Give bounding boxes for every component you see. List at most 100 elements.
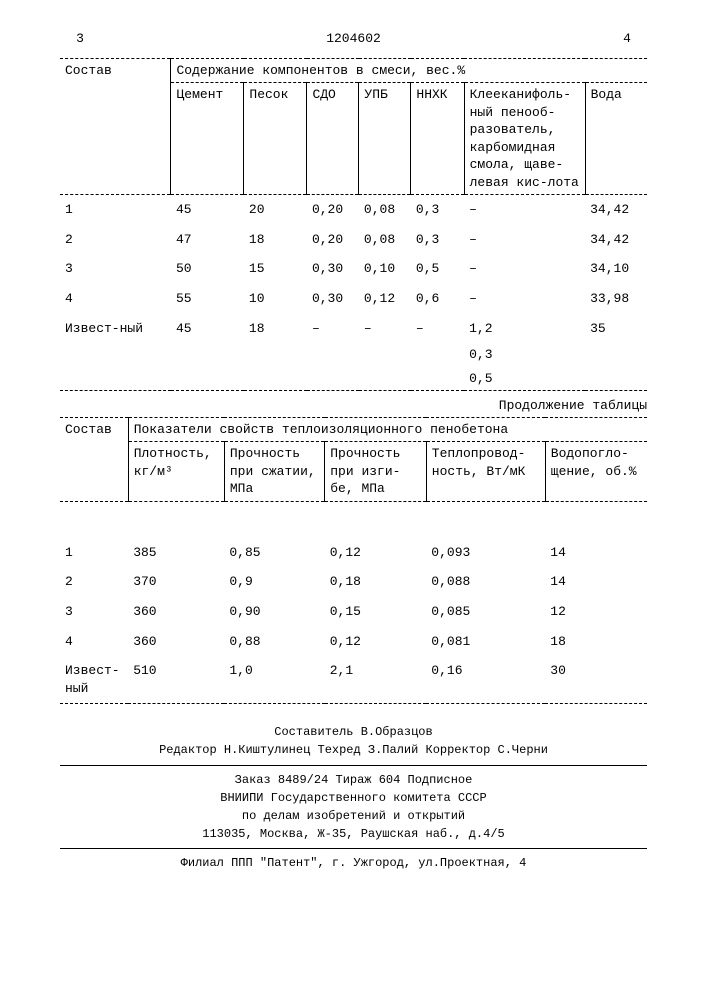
cell: 0,08 (359, 195, 411, 225)
cell: 47 (171, 225, 244, 255)
t1-col-sdo: СДО (307, 83, 359, 195)
cell: 385 (128, 538, 224, 568)
cell: 0,88 (224, 627, 324, 657)
cell: 0,3 (411, 225, 464, 255)
cell: – (411, 314, 464, 344)
cell: 55 (171, 284, 244, 314)
spacer-row (60, 501, 647, 538)
cell: 45 (171, 314, 244, 344)
cell: – (359, 314, 411, 344)
table-properties: Состав Показатели свойств теплоизоляцион… (60, 417, 647, 704)
cell: 360 (128, 627, 224, 657)
table-row-known-extra: 0,5 (60, 367, 647, 391)
cell: 0,9 (224, 567, 324, 597)
t1-col-cement: Цемент (171, 83, 244, 195)
footer-order: Заказ 8489/24 Тираж 604 Подписное (60, 772, 647, 788)
footer-dept: по делам изобретений и открытий (60, 808, 647, 824)
table-row-known: Извест-ный 510 1,0 2,1 0,16 30 (60, 656, 647, 704)
table-row: 1 385 0,85 0,12 0,093 14 (60, 538, 647, 568)
cell: 370 (128, 567, 224, 597)
cell: 33,98 (585, 284, 647, 314)
cell: 360 (128, 597, 224, 627)
cell: 0,088 (426, 567, 545, 597)
cell: 0,12 (359, 284, 411, 314)
t1-col-voda: Вода (585, 83, 647, 195)
table-row: 1 45 20 0,20 0,08 0,3 – 34,42 (60, 195, 647, 225)
cell: 0,20 (307, 225, 359, 255)
cell: 0,20 (307, 195, 359, 225)
cell: 1 (60, 538, 128, 568)
footer: Составитель В.Образцов Редактор Н.Киштул… (60, 724, 647, 871)
t2-col-density: Плотность, кг/м³ (128, 442, 224, 502)
divider (60, 765, 647, 766)
cell: – (307, 314, 359, 344)
cell: 35 (585, 314, 647, 344)
cell: 1 (60, 195, 171, 225)
cell: Извест-ный (60, 656, 128, 704)
cell: 14 (545, 538, 647, 568)
table-row: 2 47 18 0,20 0,08 0,3 – 34,42 (60, 225, 647, 255)
footer-org: ВНИИПИ Государственного комитета СССР (60, 790, 647, 806)
page-header: 3 1204602 4 (60, 30, 647, 48)
t2-col-water: Водопогло-щение, об.% (545, 442, 647, 502)
cell: 18 (545, 627, 647, 657)
table-row: 4 55 10 0,30 0,12 0,6 – 33,98 (60, 284, 647, 314)
cell: 1,2 (464, 314, 585, 344)
t2-col-sostav: Состав (60, 417, 128, 501)
cell: 30 (545, 656, 647, 704)
footer-address: 113035, Москва, Ж-35, Раушская наб., д.4… (60, 826, 647, 842)
cell: 2 (60, 567, 128, 597)
table-row: 4 360 0,88 0,12 0,081 18 (60, 627, 647, 657)
cell: – (464, 254, 585, 284)
cell: 0,5 (411, 254, 464, 284)
cell: 34,42 (585, 195, 647, 225)
t1-col-nnhk: ННХК (411, 83, 464, 195)
doc-number: 1204602 (100, 30, 607, 48)
page-col-left: 3 (60, 30, 100, 48)
cell: 0,30 (307, 254, 359, 284)
page-col-right: 4 (607, 30, 647, 48)
cell: – (464, 195, 585, 225)
cell: 18 (244, 225, 307, 255)
cell: 0,16 (426, 656, 545, 704)
table-row-known: Извест-ный 45 18 – – – 1,2 35 (60, 314, 647, 344)
table-row: 3 50 15 0,30 0,10 0,5 – 34,10 (60, 254, 647, 284)
table-row: 2 370 0,9 0,18 0,088 14 (60, 567, 647, 597)
cell: 0,12 (325, 627, 427, 657)
cell: – (464, 225, 585, 255)
cell: 2,1 (325, 656, 427, 704)
divider (60, 848, 647, 849)
cell: 0,15 (325, 597, 427, 627)
cell: 15 (244, 254, 307, 284)
cell: 10 (244, 284, 307, 314)
cell: Извест-ный (60, 314, 171, 344)
cell: 0,90 (224, 597, 324, 627)
cell: 0,10 (359, 254, 411, 284)
t2-superheader: Показатели свойств теплоизоляционного пе… (128, 417, 647, 442)
cell: 34,42 (585, 225, 647, 255)
footer-editors: Редактор Н.Киштулинец Техред З.Палий Кор… (60, 742, 647, 758)
cell: 20 (244, 195, 307, 225)
cell: 510 (128, 656, 224, 704)
cell: 0,6 (411, 284, 464, 314)
cell: 0,081 (426, 627, 545, 657)
cell: 3 (60, 597, 128, 627)
cell: 2 (60, 225, 171, 255)
cell: 4 (60, 284, 171, 314)
cell: 18 (244, 314, 307, 344)
table-composition: Состав Содержание компонентов в смеси, в… (60, 58, 647, 392)
cell: 0,085 (426, 597, 545, 627)
t1-col-pesok: Песок (244, 83, 307, 195)
cell: 0,85 (224, 538, 324, 568)
continuation-label: Продолжение таблицы (60, 397, 647, 415)
t1-superheader: Содержание компонентов в смеси, вес.% (171, 58, 647, 83)
t2-col-thermal: Теплопровод-ность, Вт/мК (426, 442, 545, 502)
table-row: 3 360 0,90 0,15 0,085 12 (60, 597, 647, 627)
t1-col-kleek: Клееканифоль-ный пенооб-разователь, карб… (464, 83, 585, 195)
t1-col-upb: УПБ (359, 83, 411, 195)
cell: 0,3 (464, 343, 585, 367)
footer-branch: Филиал ППП "Патент", г. Ужгород, ул.Прое… (60, 855, 647, 871)
cell: – (464, 284, 585, 314)
cell: 4 (60, 627, 128, 657)
cell: 50 (171, 254, 244, 284)
